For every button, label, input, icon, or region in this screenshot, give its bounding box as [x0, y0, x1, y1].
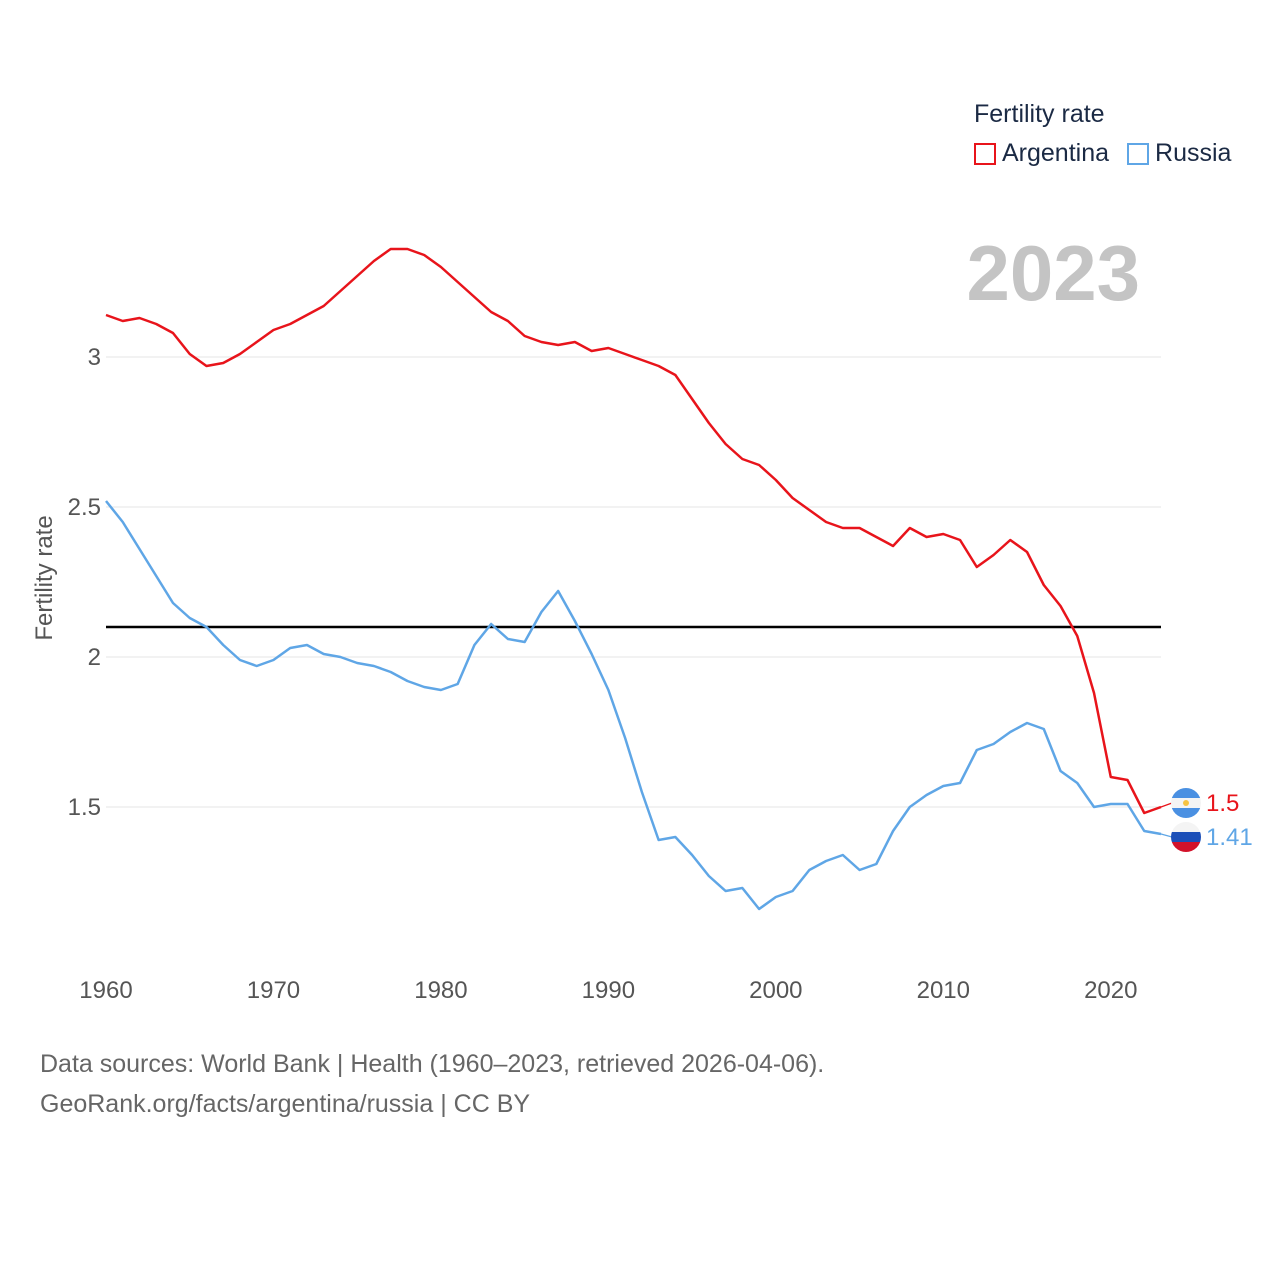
legend: Fertility rate Argentina Russia: [974, 100, 1249, 168]
y-axis-label: Fertility rate: [31, 515, 58, 640]
end-markers: 1.5 1.41: [1160, 788, 1253, 852]
series-line-russia: [105, 500, 1162, 911]
series-lines: [105, 247, 1162, 911]
legend-label-russia: Russia: [1155, 139, 1232, 167]
current-year-label: 2023: [966, 229, 1140, 317]
gridlines: [106, 356, 1161, 808]
y-tick-label: 2.5: [68, 494, 101, 521]
legend-item-argentina[interactable]: Argentina: [974, 139, 1109, 168]
y-tick-label: 3: [88, 344, 101, 371]
x-axis-ticks: 1960 1970 1980 1990 2000 2010 2020: [79, 977, 1137, 1004]
series-line-argentina: [105, 247, 1162, 815]
flag-icon-russia: [1171, 822, 1201, 852]
x-tick-label: 2000: [749, 977, 802, 1004]
x-tick-label: 1990: [582, 977, 635, 1004]
y-tick-label: 1.5: [68, 794, 101, 821]
end-value-label-argentina: 1.5: [1206, 790, 1239, 817]
x-tick-label: 1980: [414, 977, 467, 1004]
source-line-2: GeoRank.org/facts/argentina/russia | CC …: [40, 1090, 531, 1118]
flag-icon-argentina: [1171, 788, 1201, 818]
y-tick-label: 2: [88, 644, 101, 671]
x-tick-label: 1970: [247, 977, 300, 1004]
legend-items: Argentina Russia: [974, 139, 1249, 168]
legend-swatch-argentina: [974, 142, 996, 165]
x-tick-label: 1960: [79, 977, 132, 1004]
source-line-1: Data sources: World Bank | Health (1960–…: [40, 1050, 825, 1078]
legend-swatch-russia: [1127, 142, 1150, 165]
source-note: Data sources: World Bank | Health (1960–…: [40, 1044, 824, 1124]
x-tick-label: 2010: [917, 977, 970, 1004]
legend-label-argentina: Argentina: [1002, 139, 1110, 167]
y-axis-ticks: 1.5 2 2.5 3: [68, 344, 101, 821]
end-connector: [1160, 833, 1173, 838]
end-value-label-russia: 1.41: [1206, 824, 1253, 851]
end-connector: [1160, 802, 1173, 808]
legend-item-russia[interactable]: Russia: [1127, 139, 1231, 168]
fertility-chart: 1.5 2 2.5 3 1960 1970 1980 1990 2000 2010 2020 Fe…: [31, 247, 1253, 1004]
legend-title: Fertility rate: [974, 100, 1105, 128]
x-tick-label: 2020: [1084, 977, 1137, 1004]
